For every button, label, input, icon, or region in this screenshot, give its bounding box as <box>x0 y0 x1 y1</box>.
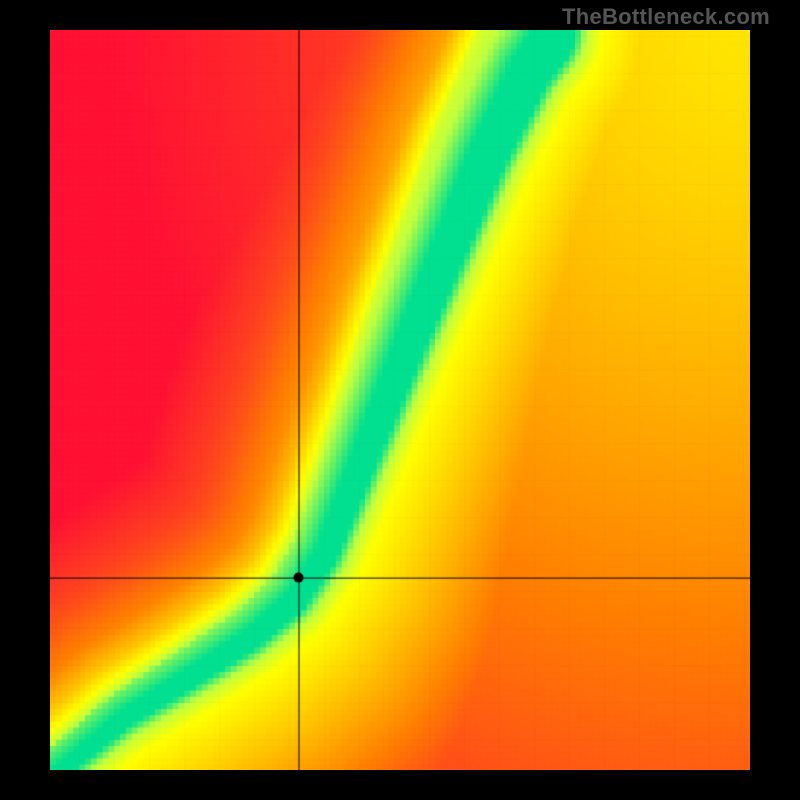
watermark-text: TheBottleneck.com <box>562 4 770 30</box>
bottleneck-heatmap <box>50 30 750 770</box>
